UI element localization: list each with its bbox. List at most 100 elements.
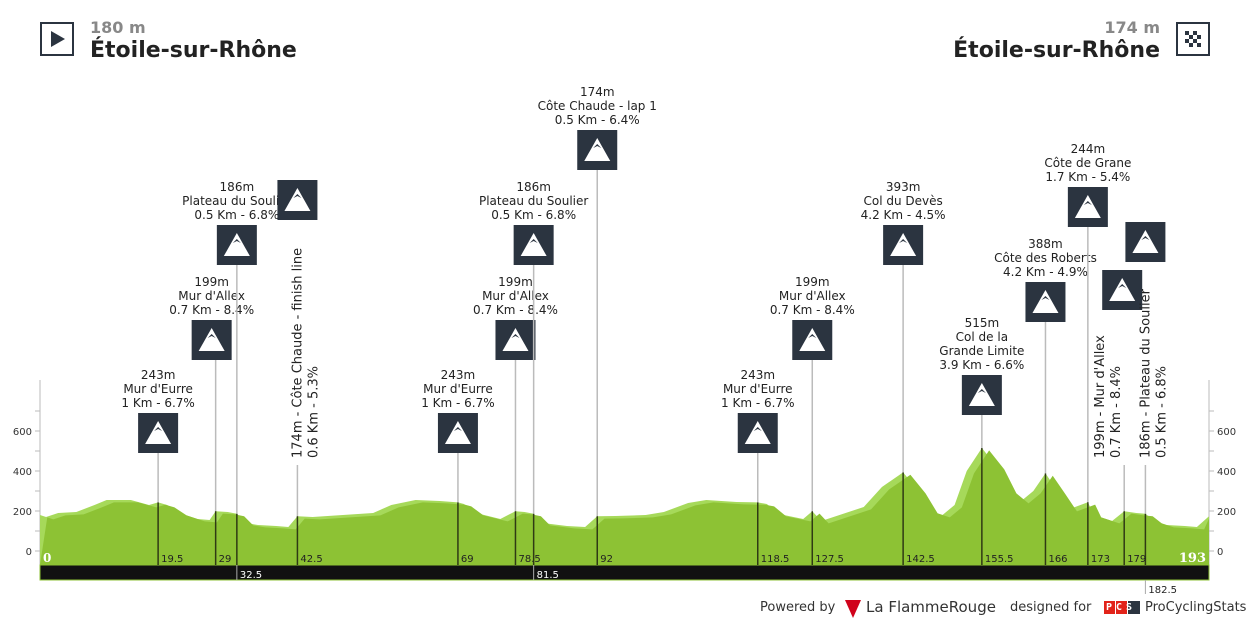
y-tick-label-left: 400 [13, 467, 32, 478]
km-label: 118.5 [761, 554, 790, 565]
finish-name: Étoile-sur-Rhône [953, 38, 1160, 63]
bar-km-label: 32.5 [240, 570, 262, 581]
km-label: 166 [1048, 554, 1067, 565]
km-label: 42.5 [300, 554, 322, 565]
climb-label: Grande Limite [939, 344, 1024, 358]
mountain-icon-peak [198, 328, 225, 351]
climb-label: 4.2 Km - 4.9% [1003, 265, 1088, 279]
mountain-icon-snow [453, 427, 462, 431]
mountain-icon-peak [890, 233, 917, 256]
climb-label-vertical: 0.5 Km - 6.8% [1154, 366, 1169, 458]
mountain-icon-snow [808, 334, 817, 338]
mountain-icon-snow [1118, 284, 1127, 288]
climb-label: 199m [795, 275, 830, 289]
climb-label: 0.7 Km - 8.4% [770, 303, 855, 317]
km-label: 78.5 [518, 554, 540, 565]
mountain-icon-snow [207, 334, 216, 338]
climb-label: 1 Km - 6.7% [421, 396, 494, 410]
climb-label: Mur d'Eurre [723, 382, 793, 396]
climb-label: 0.7 Km - 8.4% [473, 303, 558, 317]
mountain-icon-snow [529, 239, 538, 243]
y-tick-label-left: 0 [26, 547, 32, 558]
climb-label: 1.7 Km - 5.4% [1045, 170, 1130, 184]
climb-label: 1 Km - 6.7% [721, 396, 794, 410]
play-start-icon [40, 22, 74, 56]
distance-bar [39, 564, 1210, 581]
climb-label: Plateau du Soulier [182, 194, 291, 208]
mountain-icon-snow [1141, 236, 1150, 240]
climb-label: 243m [740, 368, 775, 382]
y-tick-label-left: 600 [13, 427, 32, 438]
climb-label-vertical: 199m - Mur d'Allex [1093, 335, 1108, 458]
climb-label: Côte des Roberts [994, 251, 1097, 265]
profile-area [40, 450, 1209, 565]
climb-label: Côte Chaude - lap 1 [538, 99, 657, 113]
climb-label: Mur d'Eurre [423, 382, 493, 396]
climb-label: 0.5 Km - 6.8% [194, 208, 279, 222]
climb-label-vertical: 186m - Plateau du Soulier [1138, 288, 1153, 458]
below-km-label: 182.5 [1148, 585, 1177, 596]
climb-label: 0.5 Km - 6.4% [555, 113, 640, 127]
y-tick-label-left: 200 [13, 507, 32, 518]
finish-altitude: 174 m [1104, 18, 1160, 37]
mountain-icon-peak [502, 328, 529, 351]
climb-label: 244m [1071, 142, 1106, 156]
km-label: 142.5 [906, 554, 935, 565]
distance-end-label: 193 [1179, 551, 1206, 566]
y-tick-label-right: 600 [1217, 427, 1236, 438]
km-label: 155.5 [985, 554, 1014, 565]
climb-label: Col de la [956, 330, 1008, 344]
mountain-icon-peak [223, 233, 250, 256]
mountain-icon-peak [444, 421, 471, 444]
climb-label: Mur d'Eurre [123, 382, 193, 396]
y-tick-label-right: 0 [1217, 547, 1223, 558]
climb-label: Côte de Grane [1044, 156, 1131, 170]
mountain-icon-peak [284, 188, 311, 211]
climb-label: 393m [886, 180, 921, 194]
designed-for-label: designed for [1010, 600, 1092, 615]
climb-label: 4.2 Km - 4.5% [861, 208, 946, 222]
km-label: 127.5 [815, 554, 844, 565]
mountain-icon-peak [1132, 230, 1159, 253]
climb-label: 186m [516, 180, 551, 194]
mountain-icon-snow [232, 239, 241, 243]
mountain-icon-peak [520, 233, 547, 256]
mountain-icon-peak [1074, 195, 1101, 218]
km-label: 19.5 [161, 554, 183, 565]
pcs-logo: PCS [1104, 601, 1140, 614]
start-altitude: 180 m [90, 18, 146, 37]
mountain-icon-snow [753, 427, 762, 431]
km-label: 173 [1091, 554, 1110, 565]
climb-label: Plateau du Soulier [479, 194, 588, 208]
brand-label: La FlammeRouge [866, 598, 996, 616]
mountain-icon-snow [293, 194, 302, 198]
climb-label-vertical: 0.7 Km - 8.4% [1109, 366, 1124, 458]
mountain-icon-snow [154, 427, 163, 431]
climb-label: Mur d'Allex [482, 289, 549, 303]
mountain-icon-snow [593, 144, 602, 148]
km-label: 29 [219, 554, 232, 565]
climb-label: 388m [1028, 237, 1063, 251]
mountain-icon-snow [1083, 201, 1092, 205]
y-tick-label-right: 200 [1217, 507, 1236, 518]
mountain-icon-peak [799, 328, 826, 351]
flammerouge-logo-icon [845, 600, 861, 618]
mountain-icon-peak [1032, 290, 1059, 313]
mountain-icon-snow [977, 389, 986, 393]
climb-label: 515m [965, 316, 1000, 330]
climb-label: 199m [194, 275, 229, 289]
mountain-icon-peak [1109, 278, 1136, 301]
climb-label-vertical: 174m - Côte Chaude - finish line [290, 248, 305, 458]
km-label: 69 [461, 554, 474, 565]
climb-label: 186m [220, 180, 255, 194]
km-label: 92 [600, 554, 613, 565]
climb-label-vertical: 0.6 Km - 5.3% [306, 366, 321, 458]
site-label: ProCyclingStats [1145, 600, 1247, 615]
mountain-icon-peak [145, 421, 172, 444]
mountain-icon-snow [1041, 296, 1050, 300]
km-label: 179 [1127, 554, 1146, 565]
powered-by-label: Powered by [760, 600, 836, 615]
y-tick-label-right: 400 [1217, 467, 1236, 478]
climb-label: 3.9 Km - 6.6% [939, 358, 1024, 372]
